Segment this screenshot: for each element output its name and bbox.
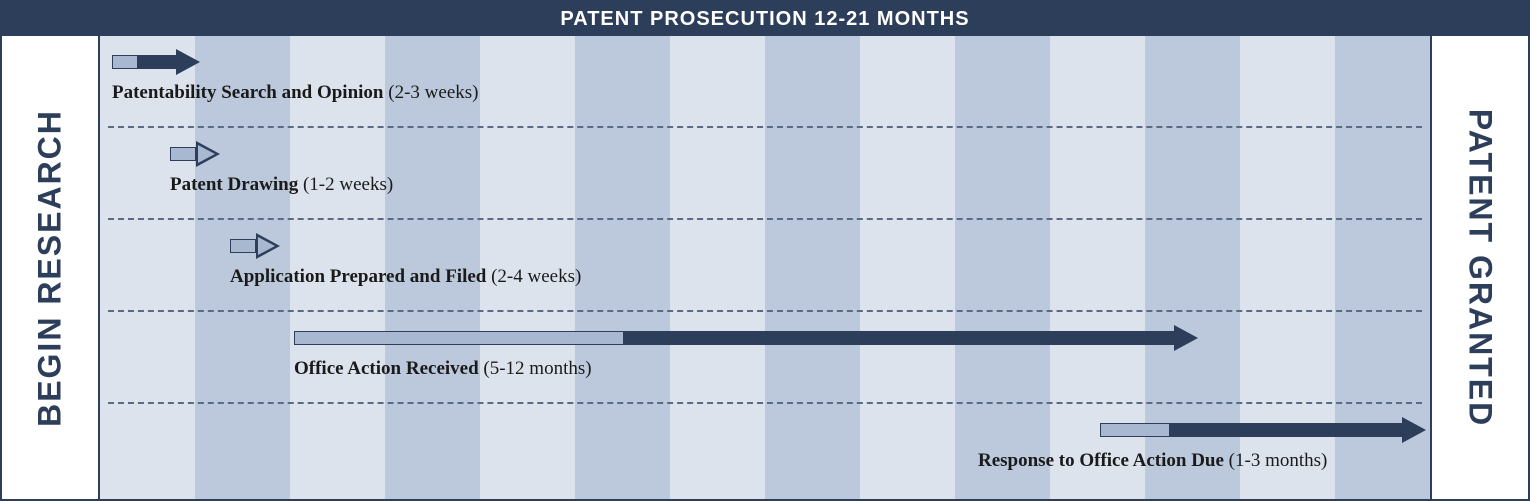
arrow-head-icon	[176, 49, 200, 75]
timeline-chart: Patentability Search and Opinion (2-3 we…	[100, 36, 1430, 499]
arrow-shaft-light	[230, 239, 256, 253]
timeline-lane: Office Action Received (5-12 months)	[100, 312, 1430, 404]
arrow-shaft-dark	[624, 331, 1174, 345]
timeline-lane: Patent Drawing (1-2 weeks)	[100, 128, 1430, 220]
arrow-head-icon	[256, 233, 280, 259]
arrow-icon	[112, 52, 200, 72]
phase-label: Application Prepared and Filed (2-4 week…	[230, 266, 581, 288]
side-panel-left: BEGIN RESEARCH	[2, 36, 100, 499]
arrow-icon	[294, 328, 1198, 348]
arrow-shaft-dark	[138, 55, 176, 69]
arrow-icon	[1100, 420, 1426, 440]
patent-granted-label: PATENT GRANTED	[1462, 108, 1499, 426]
phase-name: Office Action Received	[294, 358, 483, 379]
arrow-head-icon	[1402, 417, 1426, 443]
phase-name: Patent Drawing	[170, 174, 303, 195]
timeline-container: PATENT PROSECUTION 12-21 MONTHS BEGIN RE…	[0, 0, 1530, 501]
arrow-shaft-light	[112, 55, 138, 69]
begin-research-label: BEGIN RESEARCH	[32, 109, 69, 427]
phase-duration: (5-12 months)	[483, 358, 591, 379]
phase-label: Office Action Received (5-12 months)	[294, 358, 592, 380]
timeline-lane: Response to Office Action Due (1-3 month…	[100, 404, 1430, 496]
header-title: PATENT PROSECUTION 12-21 MONTHS	[560, 8, 969, 30]
header-bar: PATENT PROSECUTION 12-21 MONTHS	[2, 2, 1528, 36]
arrow-shaft-dark	[1170, 423, 1402, 437]
phase-duration: (2-4 weeks)	[491, 266, 581, 287]
arrow-head-icon	[1174, 325, 1198, 351]
phase-name: Application Prepared and Filed	[230, 266, 491, 287]
phase-label: Patentability Search and Opinion (2-3 we…	[112, 82, 478, 104]
arrow-icon	[170, 144, 220, 164]
arrow-shaft-light	[1100, 423, 1170, 437]
phase-name: Response to Office Action Due	[978, 450, 1229, 471]
side-panel-right: PATENT GRANTED	[1430, 36, 1528, 499]
timeline-body: BEGIN RESEARCH Patentability Search and …	[2, 36, 1528, 499]
arrow-head-icon	[196, 141, 220, 167]
phase-name: Patentability Search and Opinion	[112, 82, 388, 103]
phase-label: Patent Drawing (1-2 weeks)	[170, 174, 393, 196]
phase-label: Response to Office Action Due (1-3 month…	[978, 450, 1327, 472]
arrow-shaft-light	[294, 331, 624, 345]
phase-duration: (1-3 months)	[1229, 450, 1328, 471]
timeline-lane: Patentability Search and Opinion (2-3 we…	[100, 36, 1430, 128]
arrow-icon	[230, 236, 280, 256]
phase-duration: (1-2 weeks)	[303, 174, 393, 195]
timeline-lane: Application Prepared and Filed (2-4 week…	[100, 220, 1430, 312]
arrow-shaft-light	[170, 147, 196, 161]
phase-duration: (2-3 weeks)	[388, 82, 478, 103]
